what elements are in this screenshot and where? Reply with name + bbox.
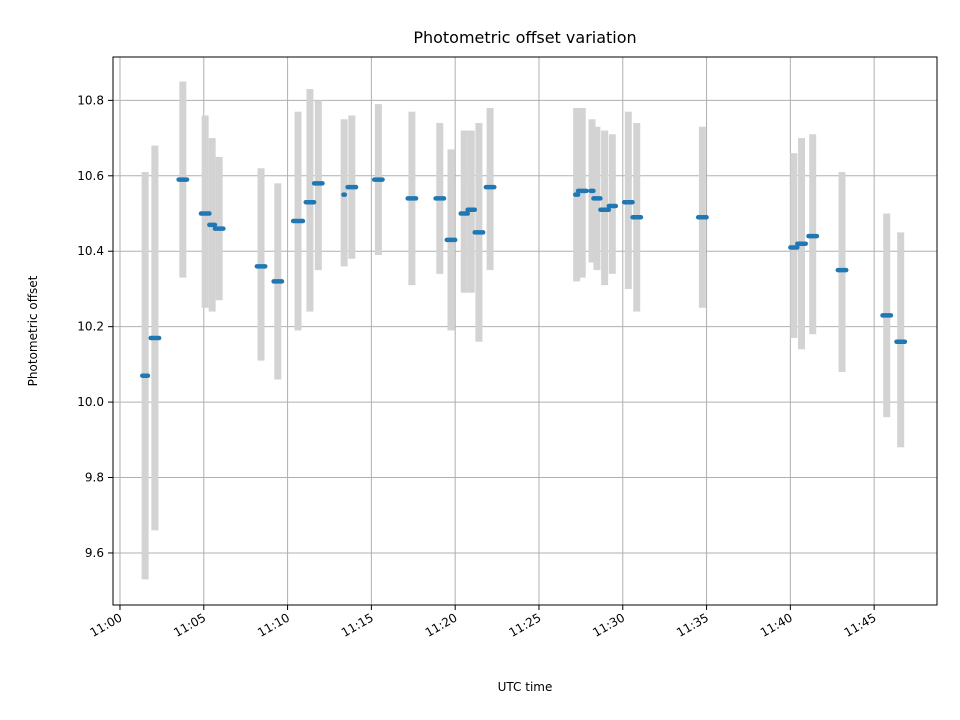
- y-tick-label: 9.8: [85, 471, 104, 485]
- y-axis-label: Photometric offset: [26, 275, 40, 386]
- y-ticks: 9.6 9.8 10.0 10.2 10.4 10.6 10.8: [77, 93, 113, 560]
- x-axis-label: UTC time: [498, 680, 553, 694]
- y-tick-label: 10.0: [77, 395, 104, 409]
- y-tick-label: 10.2: [77, 320, 104, 334]
- plot-frame: [112, 56, 938, 606]
- y-tick-label: 9.6: [85, 546, 104, 560]
- y-tick-label: 10.8: [77, 93, 104, 107]
- y-tick-label: 10.4: [77, 244, 104, 258]
- chart-title: Photometric offset variation: [413, 28, 636, 47]
- data-points: [140, 177, 908, 378]
- y-tick-label: 10.6: [77, 169, 104, 183]
